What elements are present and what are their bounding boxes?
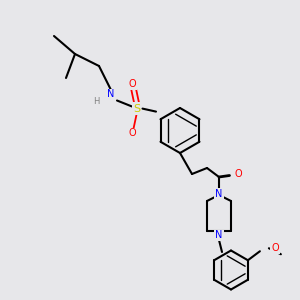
Text: O: O [128, 128, 136, 139]
Text: O: O [128, 79, 136, 89]
Text: O: O [235, 169, 242, 179]
Text: H: H [93, 98, 99, 106]
Text: S: S [133, 103, 140, 114]
Text: O: O [271, 243, 279, 253]
Text: N: N [215, 230, 223, 241]
Text: N: N [107, 89, 115, 100]
Text: N: N [215, 188, 223, 199]
